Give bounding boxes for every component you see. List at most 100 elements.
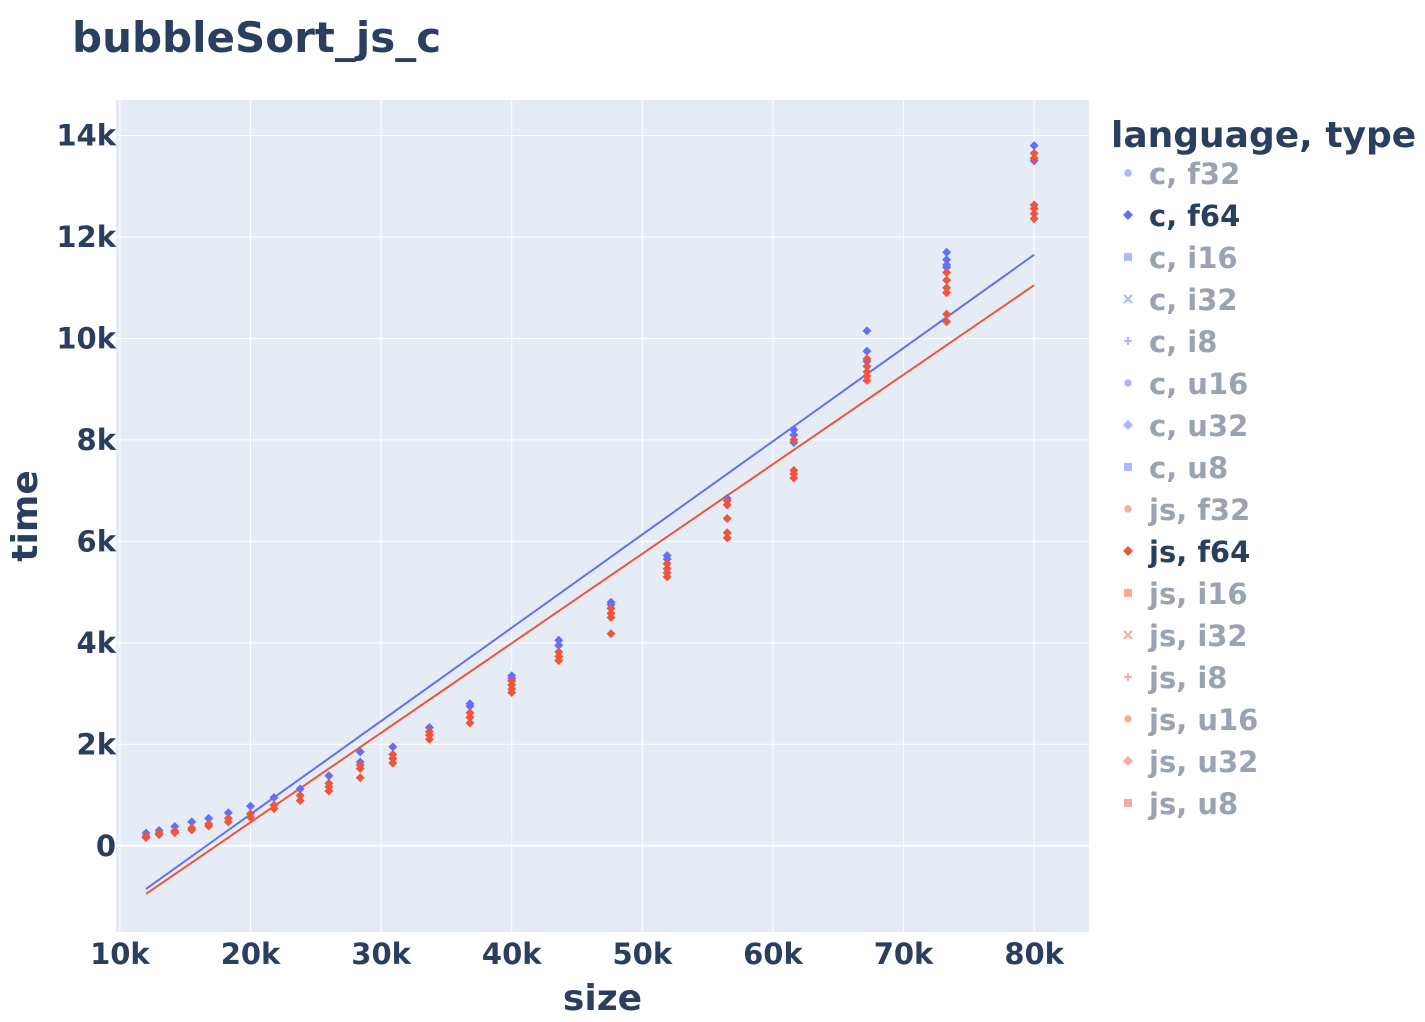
data-point xyxy=(662,559,672,569)
trendline xyxy=(145,253,1035,890)
data-point xyxy=(942,262,952,272)
data-point xyxy=(722,514,732,524)
data-point xyxy=(204,813,214,823)
data-point xyxy=(170,826,180,836)
legend-marker-icon xyxy=(1124,169,1132,177)
legend-marker-icon xyxy=(1124,337,1132,345)
legend-label: js, u16 xyxy=(1148,703,1258,737)
legend-marker-icon xyxy=(1124,715,1132,723)
data-point xyxy=(662,564,672,574)
data-point xyxy=(554,635,564,645)
x-tick-label: 40k xyxy=(482,937,542,971)
data-point xyxy=(606,629,616,639)
data-point xyxy=(942,275,952,285)
data-point xyxy=(388,749,398,759)
legend-marker-icon xyxy=(1124,463,1132,471)
x-tick-label: 30k xyxy=(351,937,411,971)
legend-item[interactable]: c, u16 xyxy=(1124,367,1248,401)
data-point xyxy=(187,823,197,833)
data-point xyxy=(942,288,952,298)
data-point xyxy=(1029,209,1039,219)
data-point xyxy=(722,528,732,538)
data-point xyxy=(465,712,475,722)
y-tick-label: 6k xyxy=(77,524,117,558)
data-point xyxy=(154,828,164,838)
chart-title: bubbleSort_js_c xyxy=(72,13,441,62)
legend-marker-icon xyxy=(1123,210,1133,220)
x-tick-label: 80k xyxy=(1004,937,1064,971)
legend-label: c, u16 xyxy=(1149,367,1248,401)
data-point xyxy=(554,647,564,657)
legend-item[interactable]: js, i16 xyxy=(1124,577,1248,611)
y-tick-label: 10k xyxy=(56,321,116,355)
legend-marker-icon xyxy=(1124,253,1132,261)
data-point xyxy=(295,791,305,801)
data-point xyxy=(269,793,279,803)
data-point xyxy=(355,773,365,783)
legend-item[interactable]: c, i8 xyxy=(1124,325,1217,359)
legend-item[interactable]: js, u8 xyxy=(1124,787,1238,821)
y-axis-ticks: 0 2k 4k 6k 8k 10k 12k 14k xyxy=(56,119,116,863)
y-tick-label: 14k xyxy=(56,119,116,153)
data-point xyxy=(942,309,952,319)
legend-marker-icon xyxy=(1124,799,1132,807)
data-point xyxy=(606,603,616,613)
legend-item[interactable]: c, i32 xyxy=(1123,283,1238,317)
legend-item[interactable]: c, f32 xyxy=(1124,157,1240,191)
y-axis-title: time xyxy=(5,470,46,561)
data-point xyxy=(942,255,952,265)
data-point xyxy=(355,760,365,770)
data-point xyxy=(942,247,952,257)
legend-label: c, f32 xyxy=(1149,157,1240,191)
legend-label: js, i8 xyxy=(1148,661,1227,695)
legend-label: js, u8 xyxy=(1148,787,1238,821)
legend-item[interactable]: js, f64 xyxy=(1123,535,1250,569)
legend-item[interactable]: js, i32 xyxy=(1123,619,1248,653)
data-point xyxy=(1029,141,1039,151)
trendline xyxy=(145,284,1035,895)
data-point xyxy=(942,267,952,277)
gridlines xyxy=(116,100,1089,932)
data-point xyxy=(223,808,233,818)
legend-item[interactable]: js, f32 xyxy=(1124,493,1250,527)
data-point xyxy=(507,676,517,686)
legend-item[interactable]: js, u32 xyxy=(1123,745,1258,779)
legend-item[interactable]: c, i16 xyxy=(1124,241,1238,275)
data-point xyxy=(246,809,256,819)
legend-item[interactable]: js, i8 xyxy=(1124,661,1227,695)
data-point xyxy=(662,554,672,564)
data-point xyxy=(388,742,398,752)
data-point xyxy=(295,796,305,806)
legend-label: js, u32 xyxy=(1148,745,1258,779)
data-point xyxy=(465,708,475,718)
legend-marker-icon xyxy=(1123,420,1133,430)
legend-label: c, i16 xyxy=(1149,241,1238,275)
legend-marker-icon xyxy=(1123,294,1133,304)
data-point xyxy=(942,317,952,327)
legend-item[interactable]: c, f64 xyxy=(1123,199,1240,233)
legend-label: c, f64 xyxy=(1149,199,1240,233)
legend-label: c, i32 xyxy=(1149,283,1238,317)
legend-label: js, i16 xyxy=(1148,577,1248,611)
data-point xyxy=(355,747,365,757)
data-point xyxy=(187,817,197,827)
data-point xyxy=(204,819,214,829)
data-point xyxy=(170,821,180,831)
data-point xyxy=(1029,153,1039,163)
legend-item[interactable]: c, u32 xyxy=(1123,409,1248,443)
legend: language, type c, f32 c, f64 c, i16 c, i32 c… xyxy=(1111,115,1416,821)
y-tick-label: 2k xyxy=(77,727,117,761)
legend-title: language, type xyxy=(1111,115,1416,156)
data-point xyxy=(942,283,952,293)
legend-item[interactable]: js, u16 xyxy=(1124,703,1258,737)
legend-item[interactable]: c, u8 xyxy=(1124,451,1228,485)
x-axis-ticks: 10k 20k 30k 40k 50k 60k 70k 80k xyxy=(90,937,1065,971)
data-point xyxy=(223,813,233,823)
x-tick-label: 70k xyxy=(874,937,934,971)
legend-marker-icon xyxy=(1123,756,1133,766)
data-point xyxy=(789,435,799,445)
legend-label: c, u8 xyxy=(1149,451,1228,485)
data-point xyxy=(862,346,872,356)
data-point xyxy=(388,758,398,768)
x-tick-label: 10k xyxy=(90,937,150,971)
